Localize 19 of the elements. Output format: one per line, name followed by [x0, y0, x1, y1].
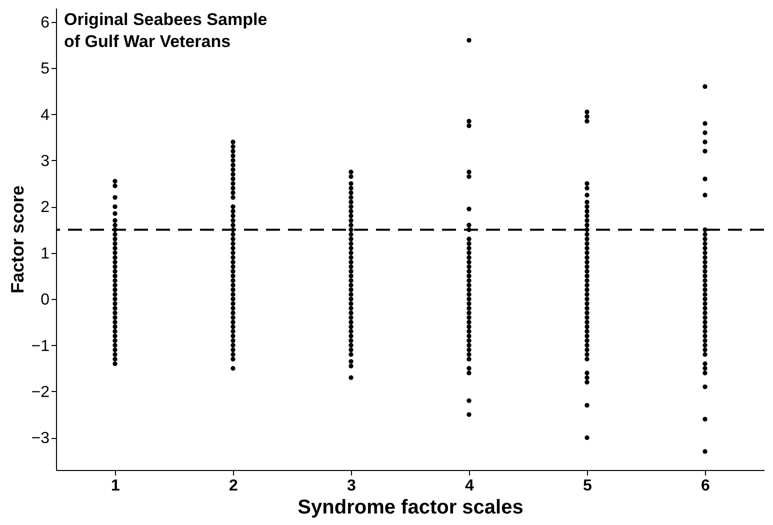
y-tick-label: −1 — [31, 338, 50, 355]
y-tick-label: −3 — [31, 430, 50, 448]
y-tick-label: 5 — [40, 60, 50, 78]
y-tick-label: 6 — [40, 14, 50, 32]
y-axis-title: Factor score — [7, 185, 28, 294]
x-tick-label: 5 — [583, 478, 592, 494]
y-tick-label: 0 — [40, 292, 50, 309]
x-tick-label: 4 — [465, 478, 474, 494]
y-tick-label: −2 — [31, 384, 50, 401]
y-tick-label: 1 — [40, 245, 50, 262]
y-tick-label: 3 — [40, 152, 50, 170]
x-tick-label: 2 — [229, 478, 238, 494]
x-tick-label: 1 — [111, 478, 120, 494]
y-tick-label: 4 — [40, 106, 50, 124]
x-tick-label: 3 — [347, 478, 356, 494]
x-tick-label: 6 — [701, 478, 710, 494]
x-axis-title: Syndrome factor scales — [298, 496, 524, 518]
y-tick-label: 2 — [40, 199, 50, 216]
annotation: Original Seabees Sample of Gulf War Veterans — [64, 10, 268, 51]
